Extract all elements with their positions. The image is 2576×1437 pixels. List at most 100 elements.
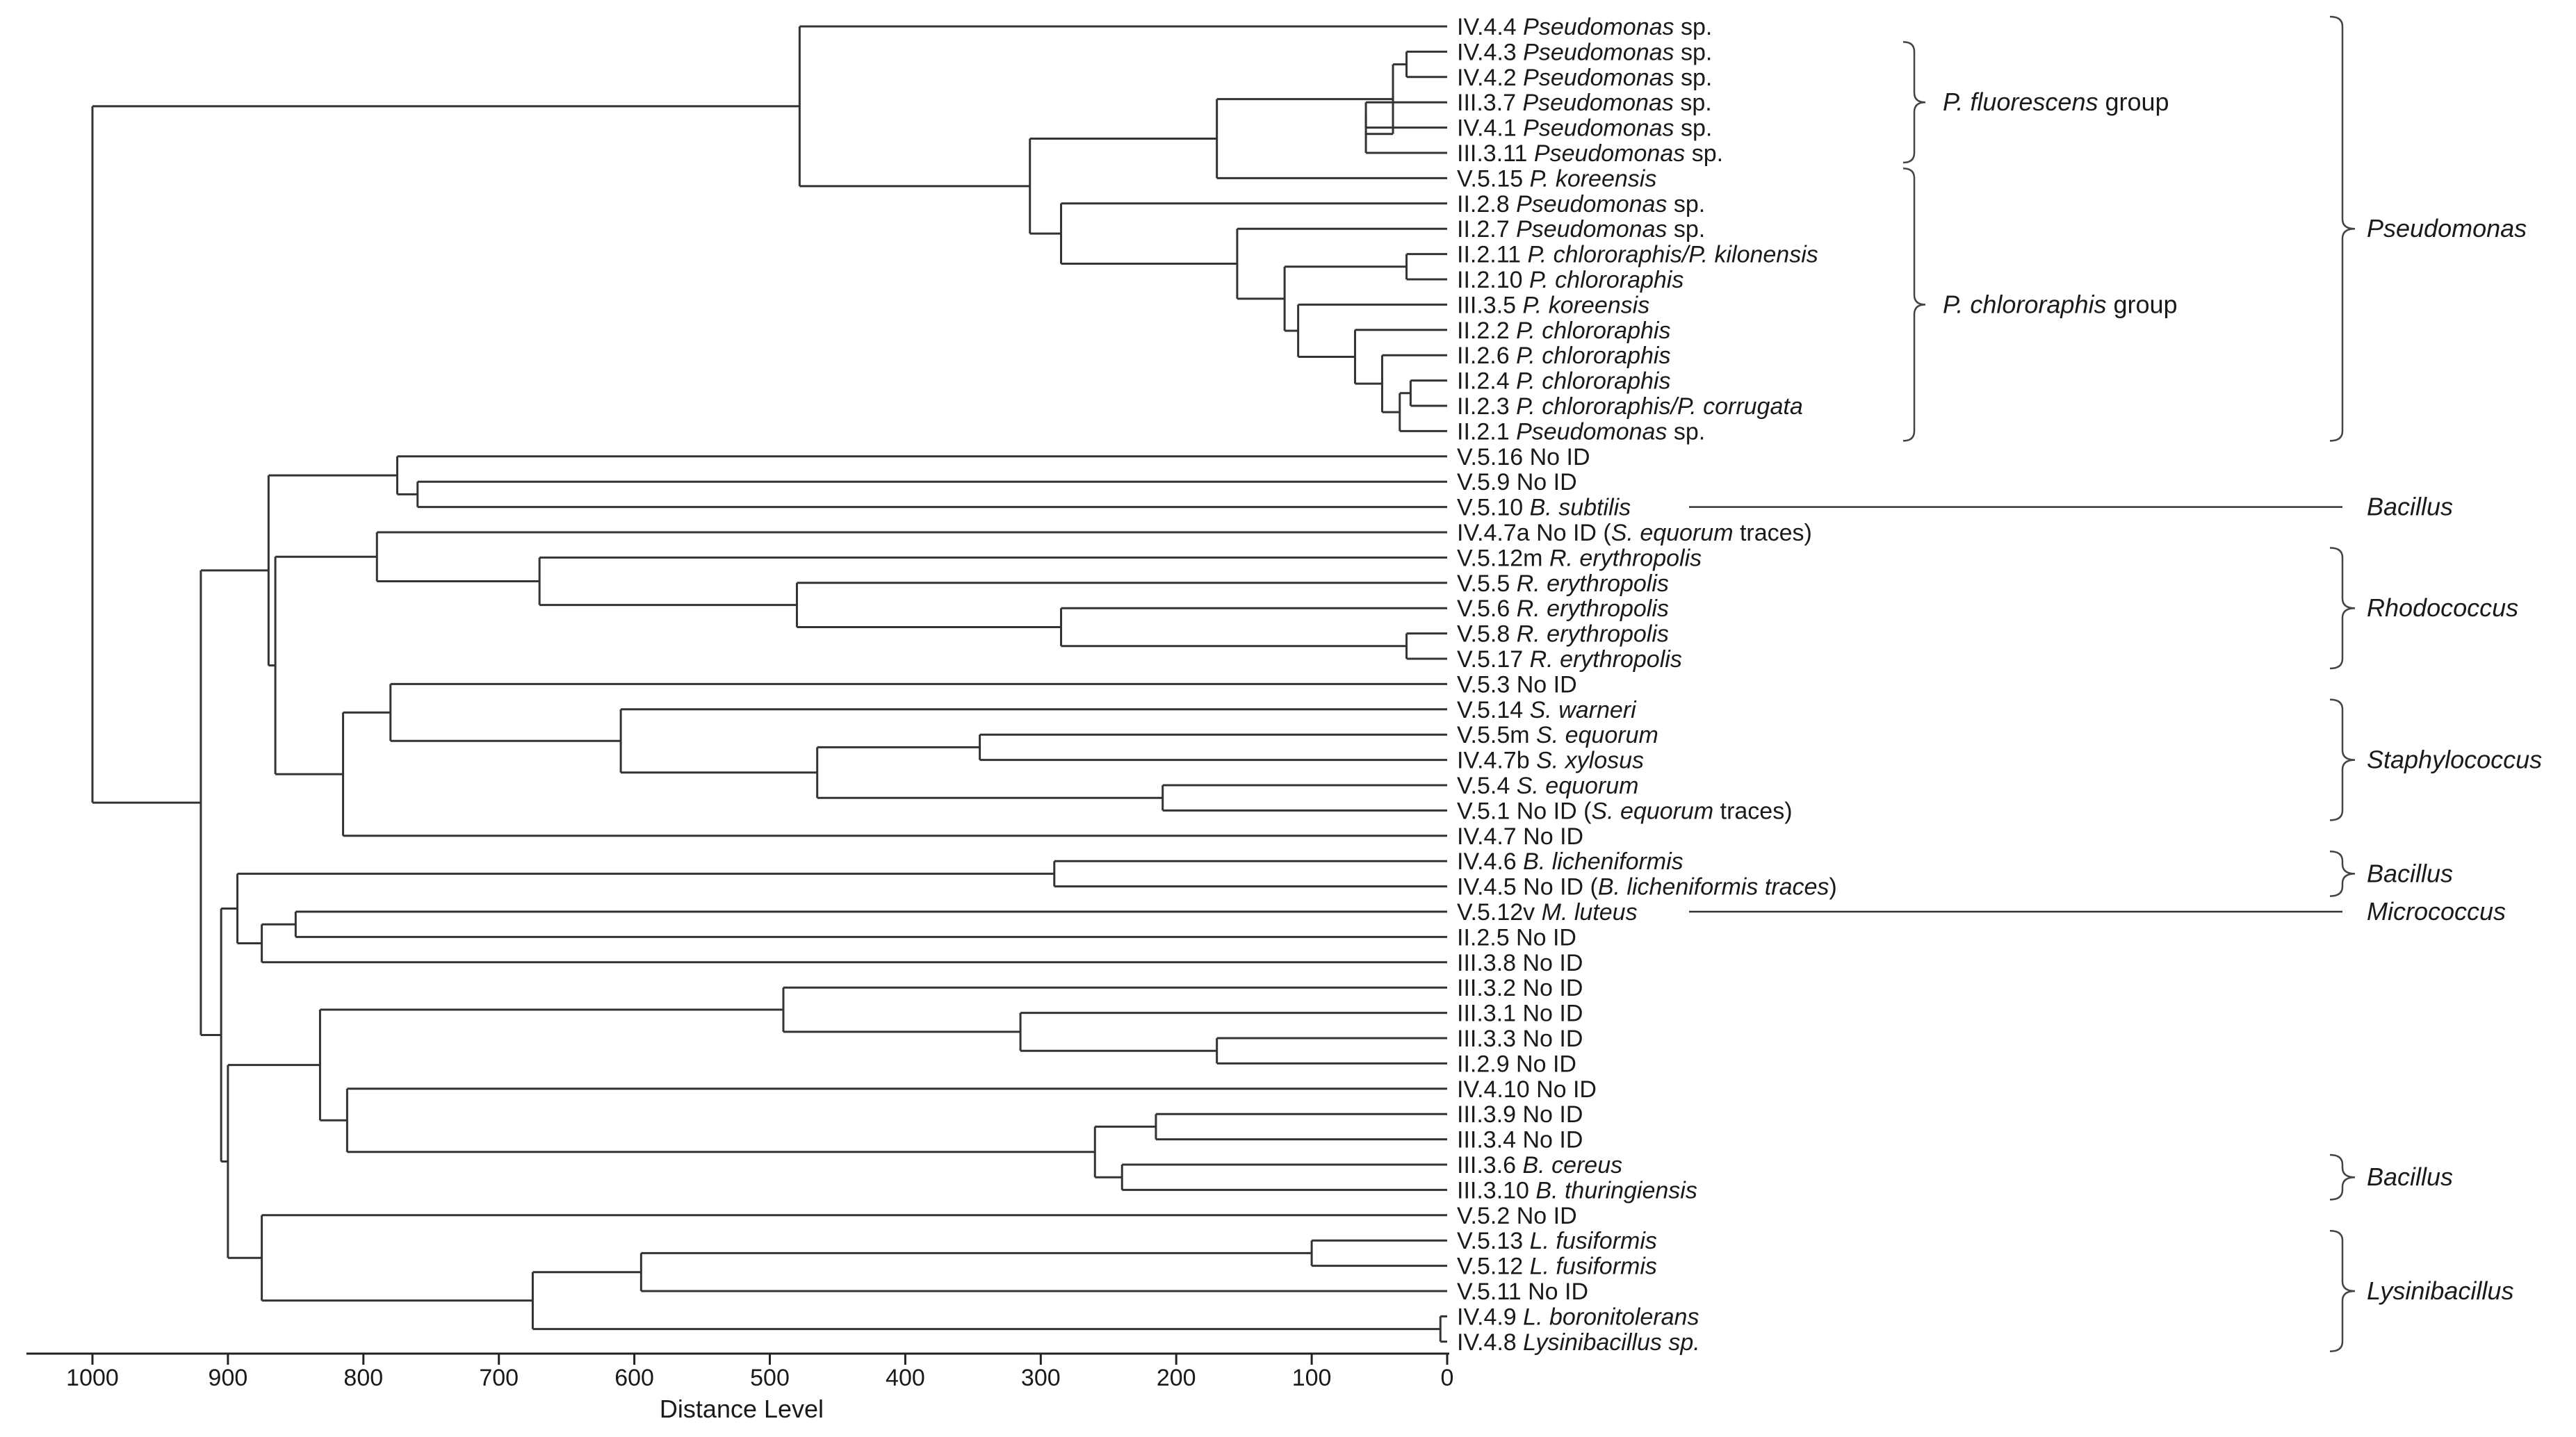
x-axis-tick-label: 400: [886, 1365, 925, 1391]
leaf-label-part: III.3.11: [1457, 140, 1534, 167]
leaf-label-part: IV.4.8: [1457, 1329, 1523, 1356]
leaf-label-part: Pseudomonas: [1516, 216, 1667, 243]
leaf-label-part: III.3.8 No ID: [1457, 950, 1583, 976]
leaf-label-part: V.5.5m: [1457, 722, 1536, 748]
leaf-label-part: II.2.10: [1457, 267, 1529, 293]
leaf-label-part: R. erythropolis: [1549, 545, 1702, 571]
leaf-label-part: sp.: [1674, 14, 1713, 40]
leaf-label-part: traces): [1713, 798, 1792, 824]
leaf-label: IV.4.5 No ID (B. licheniformis traces): [1457, 874, 1837, 901]
group-label: Bacillus: [2367, 493, 2453, 521]
x-axis-tick-label: 800: [343, 1365, 383, 1391]
dendrogram-branch: [1405, 253, 1447, 281]
leaf-label-part: B. subtilis: [1530, 495, 1631, 521]
dendrogram-branch: [199, 569, 269, 1036]
leaf-label: II.2.10 P. chlororaphis: [1457, 267, 1684, 293]
group-label: Bacillus: [2367, 1163, 2453, 1191]
leaf-label-part: III.3.4 No ID: [1457, 1127, 1583, 1153]
x-axis-tick-label: 300: [1021, 1365, 1061, 1391]
dendrogram-branch: [1353, 329, 1447, 385]
dendrogram-branch: [318, 1008, 783, 1122]
leaf-label-part: R. erythropolis: [1517, 570, 1669, 597]
group-annotations: P. fluorescens group P. chlororaphis grou…: [1689, 15, 2542, 1353]
dendrogram-branch: [1439, 1315, 1447, 1343]
leaf-label-part: S. equorum: [1536, 722, 1658, 748]
leaf-label-part: S. xylosus: [1536, 748, 1644, 774]
leaf-label-part: Pseudomonas: [1523, 115, 1674, 142]
dendrogram-branch: [619, 708, 1447, 774]
leaf-label-part: S. equorum: [1517, 773, 1639, 799]
leaf-label: III.3.5 P. koreensis: [1457, 292, 1649, 318]
leaf-label: III.3.4 No ID: [1457, 1127, 1583, 1153]
leaf-label: V.5.5 R. erythropolis: [1457, 570, 1669, 597]
leaf-label-part: V.5.6: [1457, 596, 1517, 622]
leaf-label-part: II.2.11: [1457, 242, 1527, 268]
leaf-label-part: R. erythropolis: [1517, 621, 1669, 648]
leaf-label: II.2.8 Pseudomonas sp.: [1457, 191, 1705, 217]
leaf-label-part: V.5.5: [1457, 570, 1517, 597]
dendrogram-branch: [389, 682, 1447, 742]
leaf-label-part: V.5.12m: [1457, 545, 1549, 571]
leaf-label: III.3.11 Pseudomonas sp.: [1457, 140, 1723, 167]
leaf-label: IV.4.2 Pseudomonas sp.: [1457, 65, 1712, 91]
dendrogram-branch: [294, 910, 1447, 938]
group-label-part: P. fluorescens: [1943, 88, 2098, 116]
leaf-label: II.2.3 P. chlororaphis/P. corrugata: [1457, 393, 1803, 420]
leaf-label: V.5.9 No ID: [1457, 469, 1577, 495]
dendrogram-branch: [538, 556, 1447, 607]
leaf-label-part: V.5.8: [1457, 621, 1517, 648]
leaf-label: V.5.10 B. subtilis: [1457, 495, 1631, 521]
leaf-label-part: P. koreensis: [1523, 292, 1650, 318]
dendrogram-branch: [795, 582, 1447, 628]
dendrogram-branch: [1053, 860, 1447, 888]
leaf-label: III.3.9 No ID: [1457, 1101, 1583, 1128]
dendrogram-branch: [979, 733, 1447, 762]
group-label-part: Bacillus: [2367, 859, 2453, 887]
dendrogram-branch: [531, 1271, 1441, 1331]
dendrogram-branch: [220, 907, 238, 1163]
leaf-label-part: V.5.10: [1457, 495, 1530, 521]
x-axis: 1000 900 800 700 600 500 400 300 200 100 0 Distanc…: [26, 1352, 1453, 1423]
leaf-label-part: P. chlororaphis: [1516, 343, 1670, 369]
leaf-labels: IV.4.4 Pseudomonas sp.IV.4.3 Pseudomonas…: [1457, 14, 1837, 1356]
leaf-label-part: ): [1829, 874, 1836, 901]
group-label: Micrococcus: [2367, 897, 2506, 926]
dendrogram-branch: [639, 1251, 1447, 1292]
dendrogram-branch: [1399, 392, 1447, 432]
leaf-label-part: V.5.15: [1457, 165, 1530, 192]
dendrogram-branches: [91, 25, 1447, 1343]
group-brace: [2329, 15, 2356, 442]
dendrogram-branch: [1155, 1112, 1447, 1141]
leaf-label: III.3.6 B. cereus: [1457, 1152, 1622, 1179]
leaf-label-part: Pseudomonas: [1516, 191, 1667, 217]
leaf-label-part: III.3.5: [1457, 292, 1523, 318]
dendrogram-branch: [227, 1064, 320, 1259]
leaf-label-part: III.3.9 No ID: [1457, 1101, 1583, 1128]
leaf-label: IV.4.9 L. boronitolerans: [1457, 1304, 1699, 1330]
group-label: Staphylococcus: [2367, 746, 2542, 774]
leaf-label-part: V.5.17: [1457, 646, 1530, 673]
leaf-label: II.2.5 No ID: [1457, 924, 1576, 951]
dendrogram-branch: [1019, 1012, 1447, 1052]
dendrogram-branch: [274, 555, 377, 775]
leaf-label: V.5.12m R. erythropolis: [1457, 545, 1702, 571]
leaf-label: III.3.10 B. thuringiensis: [1457, 1177, 1697, 1204]
leaf-label: V.5.16 No ID: [1457, 444, 1590, 470]
group-label-part: Pseudomonas: [2367, 214, 2527, 243]
dendrogram-branch: [236, 872, 1054, 944]
leaf-label-part: B. licheniformis: [1523, 848, 1684, 875]
dendrogram-branch: [1060, 607, 1447, 648]
leaf-label-part: IV.4.7b: [1457, 748, 1536, 774]
leaf-label-part: Lysinibacillus sp.: [1523, 1329, 1700, 1356]
group-label: P. chlororaphis group: [1943, 290, 2178, 318]
dendrogram-branch: [1029, 138, 1217, 235]
dendrogram-branch: [798, 25, 1447, 188]
x-axis-tick-label: 900: [209, 1365, 248, 1391]
group-label: P. fluorescens group: [1943, 88, 2169, 116]
dendrogram-branch: [1283, 265, 1407, 332]
x-axis-ticks: 1000 900 800 700 600 500 400 300 200 100 0: [66, 1354, 1453, 1391]
leaf-label: IV.4.7b S. xylosus: [1457, 748, 1644, 774]
dendrogram-branch: [342, 711, 1447, 837]
leaf-label-part: Pseudomonas: [1523, 14, 1674, 40]
